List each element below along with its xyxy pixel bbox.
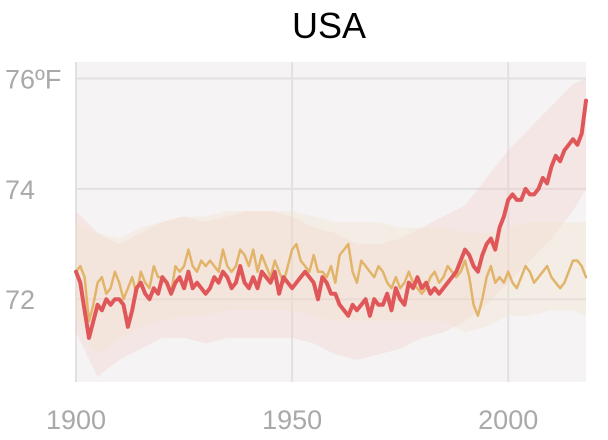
series-line-1 [74, 98, 588, 340]
y-tick-label: 76ºF [5, 65, 61, 95]
y-tick-label: 72 [5, 285, 35, 315]
uncertainty-band-1 [76, 78, 586, 377]
series-lines [74, 98, 588, 340]
x-tick-label: 2000 [478, 405, 538, 435]
x-tick-label: 1950 [262, 405, 322, 435]
uncertainty-band-2 [76, 211, 586, 355]
uncertainty-bands [76, 78, 586, 377]
y-tick-label: 74 [5, 175, 35, 205]
x-tick-label: 1900 [46, 405, 106, 435]
y-axis: 76ºF 74 72 [5, 65, 61, 316]
chart-title: USA [292, 5, 366, 46]
x-axis: 1900 1950 2000 [46, 405, 538, 435]
grid-lines [75, 62, 586, 382]
